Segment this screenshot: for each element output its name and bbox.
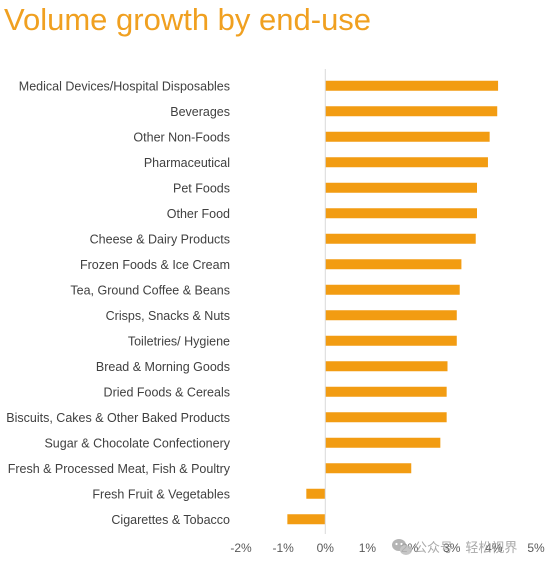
bar-10 [325, 335, 457, 346]
category-label-10: Toiletries/ Hygiene [128, 334, 230, 348]
category-label-2: Other Non-Foods [133, 130, 230, 144]
category-label-8: Tea, Ground Coffee & Beans [70, 283, 230, 297]
chart-title: Volume growth by end-use [4, 2, 372, 37]
bar-7 [325, 259, 462, 270]
bar-12 [325, 386, 447, 397]
category-label-3: Pharmaceutical [144, 156, 230, 170]
category-label-5: Other Food [167, 207, 230, 221]
bar-1 [325, 106, 498, 117]
x-tick-label-5: 3% [443, 541, 461, 555]
x-tick-label-1: -1% [272, 541, 294, 555]
bar-9 [325, 310, 457, 321]
bar-3 [325, 157, 488, 168]
x-tick-label-2: 0% [317, 541, 335, 555]
bar-14 [325, 437, 441, 448]
category-label-9: Crisps, Snacks & Nuts [106, 309, 230, 323]
category-label-12: Dried Foods & Cereals [104, 385, 230, 399]
x-tick-label-7: 5% [527, 541, 545, 555]
bar-11 [325, 361, 448, 372]
bar-2 [325, 131, 490, 142]
x-tick-label-6: 4% [485, 541, 503, 555]
bar-6 [325, 233, 476, 244]
wechat-icon [392, 539, 412, 555]
category-label-6: Cheese & Dairy Products [90, 232, 230, 246]
bar-16 [306, 488, 326, 499]
category-label-1: Beverages [170, 105, 230, 119]
x-tick-label-3: 1% [359, 541, 377, 555]
bar-4 [325, 182, 477, 193]
category-label-7: Frozen Foods & Ice Cream [80, 258, 230, 272]
category-label-11: Bread & Morning Goods [96, 360, 230, 374]
x-tick-label-0: -2% [230, 541, 252, 555]
bar-13 [325, 412, 447, 423]
category-label-14: Sugar & Chocolate Confectionery [44, 436, 230, 450]
watermark-text: 公众号 · 轻松视界 [414, 541, 517, 556]
watermark: 公众号 · 轻松视界 [392, 539, 517, 556]
category-label-4: Pet Foods [173, 181, 230, 195]
bar-8 [325, 284, 460, 295]
category-labels: Medical Devices/Hospital Disposables Beve… [6, 79, 230, 527]
bar-0 [325, 80, 499, 91]
category-label-0: Medical Devices/Hospital Disposables [19, 79, 230, 93]
bar-17 [287, 514, 326, 525]
category-label-17: Cigarettes & Tobacco [111, 513, 230, 527]
category-label-15: Fresh & Processed Meat, Fish & Poultry [8, 462, 231, 476]
category-label-13: Biscuits, Cakes & Other Baked Products [6, 411, 230, 425]
bar-5 [325, 208, 477, 219]
bars-layer [287, 80, 499, 525]
bar-15 [325, 463, 412, 474]
category-label-16: Fresh Fruit & Vegetables [92, 487, 230, 501]
